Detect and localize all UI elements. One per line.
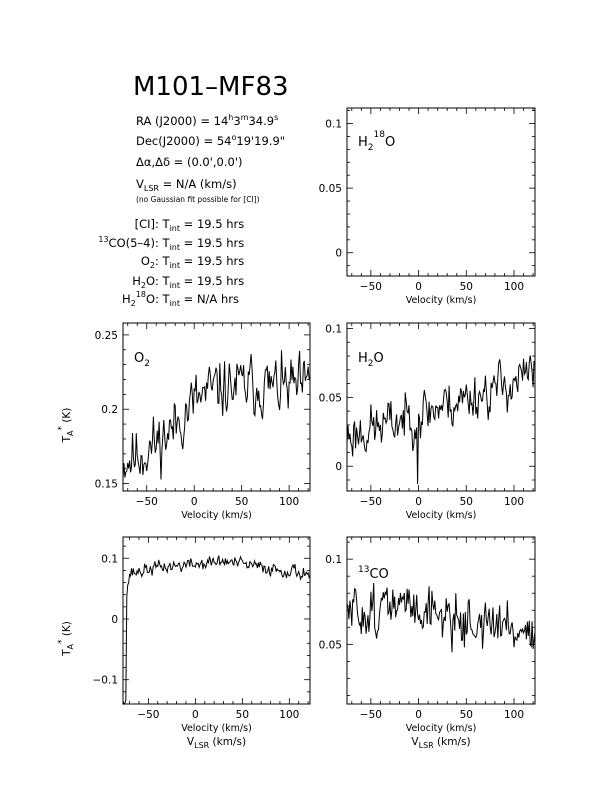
figure-title: M101–MF83 <box>133 72 289 102</box>
panel-13co: −50 0 50 100 0.05 0.1 Velocity (km/s) VLSR (km/… <box>319 536 536 750</box>
x-tick-label: 0 <box>415 496 422 508</box>
spectrum-line-ci <box>122 555 311 705</box>
y-tick-label: −0.1 <box>93 675 119 687</box>
y-tick-label: 0.25 <box>95 330 118 342</box>
y-tick-label: 0.15 <box>95 479 118 491</box>
panel-frame <box>346 107 536 277</box>
panel-frame <box>122 322 311 492</box>
species-label: H2O <box>358 351 384 369</box>
dec-line: Dec(J2000) = 54o19'19.9" <box>136 133 285 148</box>
x-axis-label: Velocity (km/s) <box>181 723 252 734</box>
panel-ci: −50 0 50 100 −0.1 0 0.1 Velocity (km/s) VLSR (km… <box>57 536 311 750</box>
x-tick-label: 100 <box>504 281 524 293</box>
info-block: M101–MF83 RA (J2000) = 14h3m34.9s Dec(J2… <box>98 72 288 308</box>
x-axis-label: Velocity (km/s) <box>181 510 252 521</box>
panel-o2: −50 0 50 100 0.15 0.2 0.25 Velocity (km/s) TA* (… <box>57 322 311 521</box>
species-label: H218O <box>358 130 395 153</box>
y-tick-label: 0.1 <box>325 324 342 336</box>
x-tick-label: −50 <box>360 496 382 508</box>
y-tick-label: 0 <box>111 614 118 626</box>
panel-h2o: −50 0 50 100 0 0.05 0.1 Velocity (km/s) H2O <box>319 322 536 521</box>
spectrum-line-13co <box>346 582 536 653</box>
x-axis-label: Velocity (km/s) <box>406 295 477 306</box>
spectrum-line-o2 <box>122 350 311 480</box>
integration-row: H2O : Tint = 19.5 hrs <box>132 274 244 290</box>
y-tick-label: 0.1 <box>325 554 342 566</box>
integration-time: : Tint = 19.5 hrs <box>155 274 244 290</box>
y-tick-label: 0.05 <box>319 392 342 404</box>
integration-row: O2 : Tint = 19.5 hrs <box>141 254 244 270</box>
species-label: 13CO <box>358 565 389 582</box>
ra-line: RA (J2000) = 14h3m34.9s <box>136 113 278 128</box>
x-tick-label: 50 <box>460 496 473 508</box>
fit-note: (no Gaussian fit possible for [CI]) <box>136 195 260 204</box>
y-tick-label: 0.1 <box>325 119 342 131</box>
x-axis-label: Velocity (km/s) <box>406 723 477 734</box>
integration-time: : Tint = 19.5 hrs <box>155 254 244 270</box>
integration-species: H218O <box>122 290 155 308</box>
x-tick-label: −50 <box>136 496 158 508</box>
y-axis-label: TA* (K) <box>57 408 75 444</box>
panel-frame <box>346 322 536 492</box>
x-tick-label: 100 <box>504 496 524 508</box>
x-tick-label: 50 <box>460 281 473 293</box>
integration-time: : Tint = 19.5 hrs <box>155 217 244 233</box>
x-tick-label: −50 <box>360 281 382 293</box>
integration-row: 13CO(5–4): Tint = 19.5 hrs <box>98 235 244 252</box>
x-tick-label: 50 <box>460 709 473 721</box>
integration-species: 13CO(5–4) <box>98 235 155 250</box>
vlsr-line: VLSR = N/A (km/s) <box>136 177 237 193</box>
panel-frame <box>346 536 536 705</box>
x-tick-label: 100 <box>279 709 299 721</box>
y-tick-label: 0.05 <box>319 639 342 651</box>
species-label: O2 <box>134 351 150 369</box>
x-tick-label: 100 <box>279 496 299 508</box>
y-tick-label: 0 <box>335 461 342 473</box>
spectrum-line-h2o <box>346 355 536 485</box>
panel-h218o: −50 0 50 100 0 0.05 0.1 Velocity (km/s) H218O <box>319 107 536 306</box>
x-tick-label: 0 <box>415 281 422 293</box>
integration-species: H2O <box>132 274 155 290</box>
panel-frame <box>122 536 311 705</box>
integration-row: H218O : Tint = N/A hrs <box>122 290 239 308</box>
y-tick-label: 0.1 <box>101 553 118 565</box>
y-tick-label: 0.05 <box>319 183 342 195</box>
x-tick-label: 50 <box>236 709 249 721</box>
y-tick-label: 0.2 <box>101 404 118 416</box>
x-tick-label: 0 <box>415 709 422 721</box>
x-tick-label: 0 <box>192 709 199 721</box>
vlsr-axis-label: VLSR (km/s) <box>411 736 470 750</box>
x-tick-label: −50 <box>137 709 159 721</box>
x-tick-label: 50 <box>235 496 248 508</box>
integration-row: [CI] : Tint = 19.5 hrs <box>135 217 245 233</box>
x-axis-label: Velocity (km/s) <box>406 510 477 521</box>
y-axis-label: TA* (K) <box>57 621 75 657</box>
x-tick-label: −50 <box>360 709 382 721</box>
offset-line: Δα,Δδ = (0.0',0.0') <box>136 155 242 169</box>
integration-species: [CI] <box>135 217 155 231</box>
y-tick-label: 0 <box>335 248 342 260</box>
integration-time: : Tint = 19.5 hrs <box>155 236 244 252</box>
integration-time: : Tint = N/A hrs <box>155 292 239 308</box>
integration-species: O2 <box>141 254 155 270</box>
x-tick-label: 0 <box>191 496 198 508</box>
x-tick-label: 100 <box>504 709 524 721</box>
vlsr-axis-label: VLSR (km/s) <box>187 736 246 750</box>
